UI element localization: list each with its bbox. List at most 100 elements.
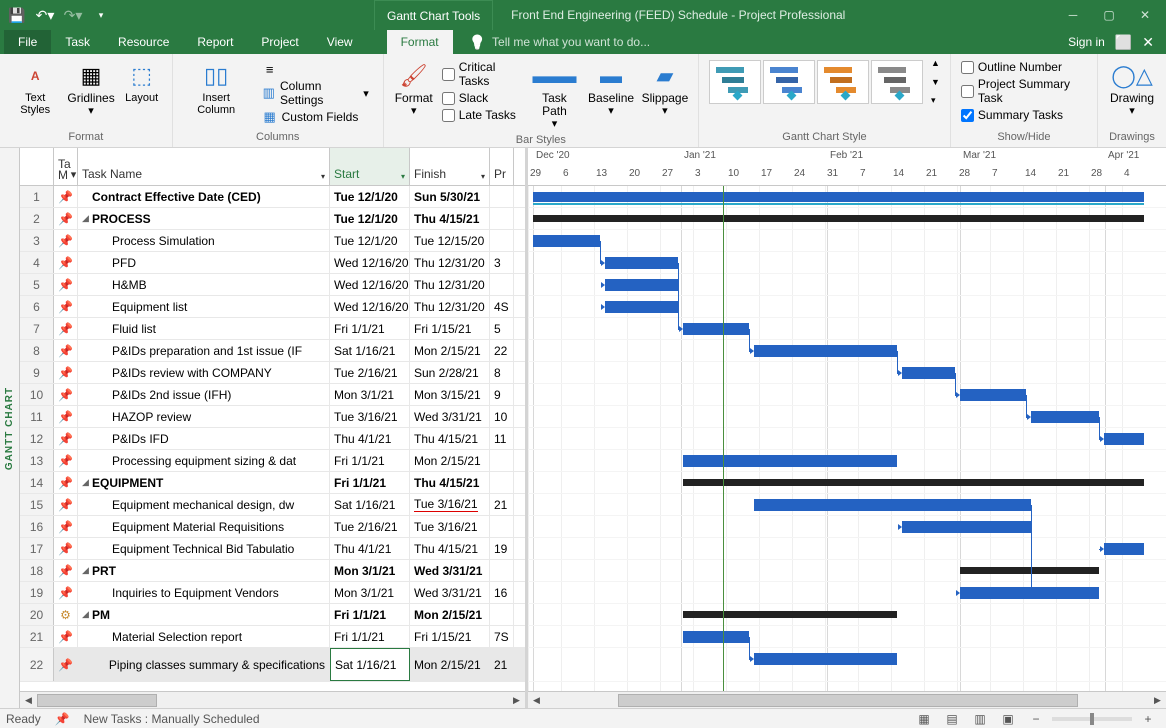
status-new-tasks[interactable]: New Tasks : Manually Scheduled	[84, 712, 260, 726]
row-number[interactable]: 17	[20, 538, 54, 559]
task-name-cell[interactable]: Equipment Technical Bid Tabulatio	[78, 538, 330, 559]
undo-icon[interactable]: ↶▾	[32, 3, 58, 27]
task-mode-cell[interactable]: 📌	[54, 450, 78, 471]
start-cell[interactable]: Tue 12/1/20	[330, 186, 410, 207]
zoom-in-icon[interactable]: +	[1136, 710, 1160, 728]
table-row[interactable]: 20 ⚙ ◢PM Fri 1/1/21 Mon 2/15/21	[20, 604, 525, 626]
start-cell[interactable]: Fri 1/1/21	[330, 472, 410, 493]
finish-cell[interactable]: Thu 4/15/21	[410, 472, 490, 493]
row-number[interactable]: 14	[20, 472, 54, 493]
start-cell[interactable]: Tue 12/1/20	[330, 230, 410, 251]
style-preview[interactable]	[709, 60, 761, 104]
inner-close-icon[interactable]: ✕	[1142, 34, 1154, 51]
start-cell[interactable]: Mon 3/1/21	[330, 560, 410, 581]
pred-cell[interactable]: 10	[490, 406, 514, 427]
start-cell[interactable]: Sat 1/16/21	[330, 340, 410, 361]
start-cell[interactable]: Tue 2/16/21	[330, 362, 410, 383]
finish-cell[interactable]: Mon 2/15/21	[410, 648, 490, 681]
slack-check[interactable]: Slack	[442, 91, 521, 105]
table-row[interactable]: 4 📌 PFD Wed 12/16/20 Thu 12/31/20 3	[20, 252, 525, 274]
task-bar[interactable]	[754, 499, 1031, 511]
timescale[interactable]: Dec '20Jan '21Feb '21Mar '21Apr '2129613…	[528, 148, 1166, 186]
task-mode-cell[interactable]: 📌	[54, 406, 78, 427]
task-name-cell[interactable]: Piping classes summary & specifications	[78, 648, 330, 681]
task-bar[interactable]	[605, 279, 678, 291]
pred-cell[interactable]	[490, 604, 514, 625]
task-name-cell[interactable]: Equipment list	[78, 296, 330, 317]
finish-cell[interactable]: Thu 12/31/20	[410, 296, 490, 317]
table-row[interactable]: 11 📌 HAZOP review Tue 3/16/21 Wed 3/31/2…	[20, 406, 525, 428]
pred-cell[interactable]	[490, 186, 514, 207]
start-cell[interactable]: Wed 12/16/20	[330, 274, 410, 295]
task-mode-cell[interactable]: 📌	[54, 296, 78, 317]
table-row[interactable]: 19 📌 Inquiries to Equipment Vendors Mon …	[20, 582, 525, 604]
task-mode-cell[interactable]: 📌	[54, 186, 78, 207]
task-bar[interactable]	[902, 521, 1031, 533]
finish-cell[interactable]: Mon 3/15/21	[410, 384, 490, 405]
start-cell[interactable]: Fri 1/1/21	[330, 318, 410, 339]
task-name-cell[interactable]: PFD	[78, 252, 330, 273]
finish-cell[interactable]: Mon 2/15/21	[410, 340, 490, 361]
finish-cell[interactable]: Mon 2/15/21	[410, 604, 490, 625]
start-cell[interactable]: Wed 12/16/20	[330, 252, 410, 273]
save-icon[interactable]: 💾	[4, 3, 30, 27]
row-number[interactable]: 2	[20, 208, 54, 229]
task-mode-cell[interactable]: 📌	[54, 340, 78, 361]
close-icon[interactable]: ✕	[1128, 3, 1162, 27]
task-name-cell[interactable]: P&IDs IFD	[78, 428, 330, 449]
row-number[interactable]: 10	[20, 384, 54, 405]
task-bar[interactable]	[683, 455, 897, 467]
task-name-cell[interactable]: ◢EQUIPMENT	[78, 472, 330, 493]
start-cell[interactable]: Tue 2/16/21	[330, 516, 410, 537]
start-cell[interactable]: Thu 4/1/21	[330, 428, 410, 449]
task-name-cell[interactable]: P&IDs 2nd issue (IFH)	[78, 384, 330, 405]
table-row[interactable]: 16 📌 Equipment Material Requisitions Tue…	[20, 516, 525, 538]
table-row[interactable]: 2 📌 ◢PROCESS Tue 12/1/20 Thu 4/15/21	[20, 208, 525, 230]
task-mode-cell[interactable]: 📌	[54, 516, 78, 537]
minimize-icon[interactable]: ─	[1056, 3, 1090, 27]
task-bar[interactable]	[960, 389, 1026, 401]
row-number[interactable]: 8	[20, 340, 54, 361]
view-shortcut-4-icon[interactable]: ▣	[996, 710, 1020, 728]
style-down-icon[interactable]: ▼	[931, 77, 940, 87]
late-tasks-check[interactable]: Late Tasks	[442, 108, 521, 122]
task-name-cell[interactable]: H&MB	[78, 274, 330, 295]
pred-cell[interactable]: 21	[490, 648, 514, 681]
tab-task[interactable]: Task	[51, 30, 104, 54]
baseline-button[interactable]: ▬Baseline▾	[586, 58, 636, 119]
align-left-button[interactable]: ≡	[256, 58, 375, 80]
pred-cell[interactable]: 21	[490, 494, 514, 515]
finish-cell[interactable]: Sun 5/30/21	[410, 186, 490, 207]
redo-icon[interactable]: ↷▾	[60, 3, 86, 27]
pred-cell[interactable]: 19	[490, 538, 514, 559]
pred-cell[interactable]	[490, 208, 514, 229]
finish-cell[interactable]: Thu 4/15/21	[410, 428, 490, 449]
critical-tasks-check[interactable]: Critical Tasks	[442, 60, 521, 88]
task-mode-cell[interactable]: 📌	[54, 318, 78, 339]
start-cell[interactable]: Sat 1/16/21	[330, 494, 410, 515]
task-name-cell[interactable]: Fluid list	[78, 318, 330, 339]
row-number[interactable]: 15	[20, 494, 54, 515]
start-cell[interactable]: Fri 1/1/21	[330, 604, 410, 625]
start-cell[interactable]: Wed 12/16/20	[330, 296, 410, 317]
tab-project[interactable]: Project	[247, 30, 312, 54]
task-bar[interactable]	[683, 631, 749, 643]
pred-cell[interactable]	[490, 450, 514, 471]
scroll-left-icon[interactable]: ◀	[20, 692, 37, 709]
text-styles-button[interactable]: AText Styles	[8, 58, 62, 118]
task-name-cell[interactable]: ◢PRT	[78, 560, 330, 581]
task-bar[interactable]	[754, 653, 897, 665]
tab-file[interactable]: File	[4, 30, 51, 54]
pred-cell[interactable]	[490, 472, 514, 493]
pred-cell[interactable]: 22	[490, 340, 514, 361]
task-name-cell[interactable]: Process Simulation	[78, 230, 330, 251]
column-settings-button[interactable]: ▥Column Settings ▾	[256, 82, 375, 104]
chart-hscroll[interactable]: ◀ ▶	[528, 691, 1166, 708]
chart-body[interactable]	[528, 186, 1166, 691]
pred-cell[interactable]: 4S	[490, 296, 514, 317]
scroll-right-icon[interactable]: ▶	[1149, 692, 1166, 709]
col-taskmode[interactable]: Ta M ▾	[54, 148, 78, 185]
task-name-cell[interactable]: P&IDs review with COMPANY	[78, 362, 330, 383]
task-name-cell[interactable]: ◢PROCESS	[78, 208, 330, 229]
gridlines-button[interactable]: ▦Gridlines▾	[66, 58, 115, 119]
